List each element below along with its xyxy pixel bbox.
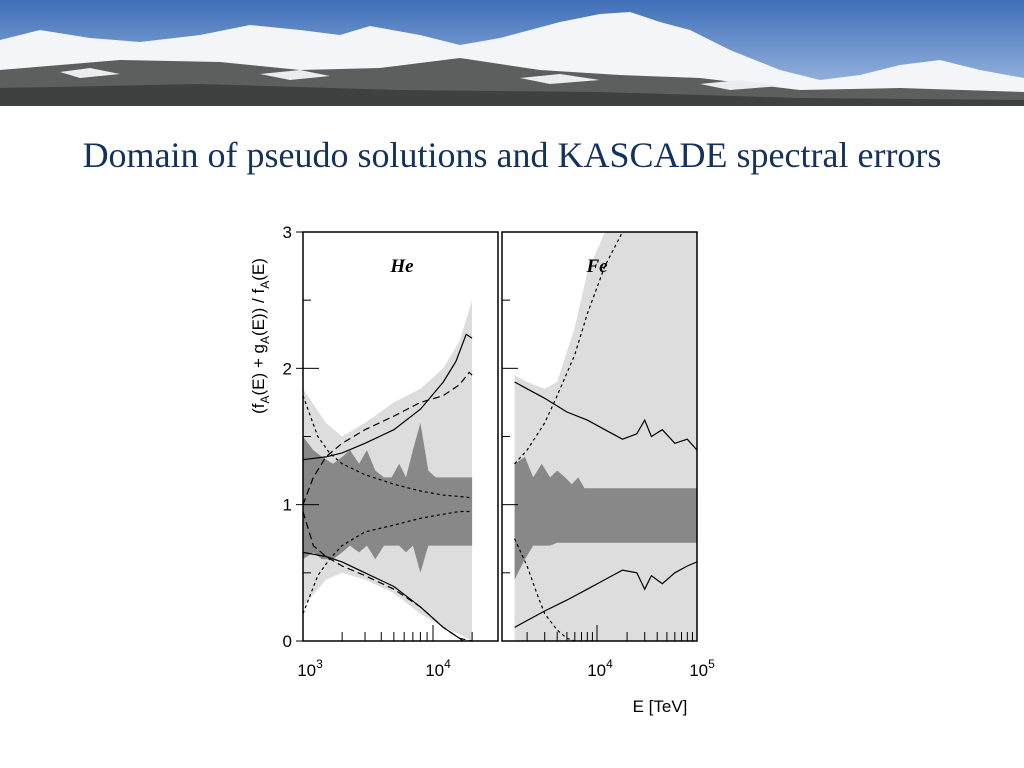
curve-fe-solid-0 [514,381,697,451]
y-axis-label: (fA(E) + gA(E)) / fA(E) [249,258,272,414]
panel-label-he: He [389,256,414,277]
curve-fe-short-dash-2 [514,232,624,465]
light-error-band-he [303,300,473,641]
curve-he-long-dash-3 [303,511,473,641]
panel-label-fe: Fe [585,256,608,277]
y-tick-label: 0 [283,632,292,651]
curve-he-long-dash-2 [303,371,473,505]
curve-he-short-dash-4 [303,395,473,499]
y-tick-label: 1 [283,496,292,515]
y-tick-label: 3 [283,223,292,242]
curve-fe-solid-1 [514,561,697,628]
x-tick-label: 105 [689,657,715,680]
slide-title: Domain of pseudo solutions and KASCADE s… [82,135,942,175]
x-tick-label: 103 [297,657,323,680]
mountain-banner [0,0,1024,106]
dark-error-band-fe [514,456,697,580]
x-tick-label: 104 [425,657,451,680]
x-tick-label: 104 [587,657,613,680]
curve-he-solid-0 [303,333,473,461]
curve-he-short-dash-5 [303,510,473,614]
y-tick-label: 2 [283,359,292,378]
x-axis-label: E [TeV] [633,697,688,716]
banner-image [0,0,1024,106]
dark-error-band-he [303,422,473,573]
